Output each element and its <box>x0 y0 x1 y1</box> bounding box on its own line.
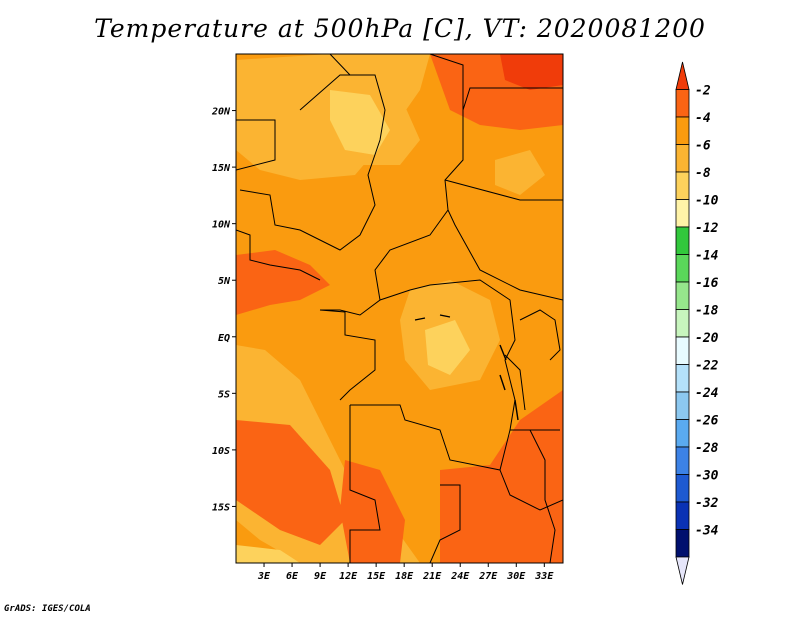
fill-minus10-minus8 <box>425 320 470 375</box>
colorbar-box <box>675 199 690 228</box>
colorbar-label: -2 <box>695 84 711 99</box>
lat-tick-label: 10S <box>212 446 230 457</box>
colorbar-labels: -2 -4 -6 -8 -10 -12 -14 -16 -18 -20 -22 -24 -26 -28 -3… <box>695 84 719 539</box>
country-borders <box>236 54 563 563</box>
lon-tick-label: 30E <box>506 571 526 582</box>
map-frame <box>235 53 564 564</box>
colorbar-label: -28 <box>695 441 719 456</box>
colorbar-label: -22 <box>695 359 719 374</box>
colorbar-label: -32 <box>695 496 719 511</box>
colorbar-label: -8 <box>695 166 711 181</box>
lon-tick-label: 21E <box>422 571 442 582</box>
lat-tick-label: 10N <box>212 220 231 231</box>
colorbar-label: -4 <box>695 111 711 126</box>
lat-tick-label: 5N <box>218 276 231 287</box>
colorbar-box <box>675 226 690 255</box>
colorbar-box <box>675 144 690 173</box>
fill-minus8-minus6 <box>495 150 545 195</box>
colorbar-label: -18 <box>695 304 719 319</box>
contour-fills <box>236 54 563 563</box>
lon-tick-label: 15E <box>367 571 386 582</box>
lat-tick-label: 15S <box>212 502 230 513</box>
colorbar-box <box>675 254 690 283</box>
fill-minus4-minus2 <box>340 460 405 563</box>
colorbar-box <box>675 116 690 145</box>
colorbar-bottom-arrow <box>675 556 690 585</box>
lon-tick-label: 27E <box>478 571 498 582</box>
lat-tick-label: 5S <box>218 389 230 400</box>
lat-tick-label: 15N <box>212 163 231 174</box>
lon-axis: 3E 6E 9E 12E 15E 18E 21E 24E 27E 30E 33E <box>257 563 554 582</box>
fill-minus4-minus2 <box>440 390 563 563</box>
colorbar-box <box>675 89 690 118</box>
lon-tick-label: 3E <box>257 571 271 582</box>
lakes <box>414 314 519 421</box>
lon-tick-label: 33E <box>534 571 554 582</box>
colorbar-label: -34 <box>695 524 719 539</box>
colorbar-label: -26 <box>695 414 719 429</box>
colorbar-box <box>675 529 690 558</box>
fill-minus4-minus2 <box>236 420 345 545</box>
map-title: Temperature at 500hPa [C], VT: 202008120… <box>94 14 706 43</box>
colorbar-label: -10 <box>695 194 719 209</box>
lon-tick-label: 12E <box>339 571 358 582</box>
lat-tick-label: EQ <box>218 333 230 344</box>
colorbar-label: -24 <box>695 386 719 401</box>
colorbar-label: -30 <box>695 469 719 484</box>
colorbar-box <box>675 419 690 448</box>
lat-tick-label: 20N <box>211 107 231 118</box>
colorbar-top-arrow <box>675 61 690 90</box>
fill-gt-minus2 <box>500 54 563 90</box>
colorbar-boxes <box>675 61 690 585</box>
fill-minus10-minus8 <box>330 90 390 155</box>
fill-minus10-minus8 <box>236 545 300 563</box>
colorbar-label: -12 <box>695 221 719 236</box>
fill-minus4-minus2 <box>236 250 330 315</box>
colorbar-box <box>675 501 690 530</box>
colorbar-box <box>675 446 690 475</box>
lon-tick-label: 24E <box>450 571 470 582</box>
colorbar-box <box>675 391 690 420</box>
colorbar-box <box>675 474 690 503</box>
colorbar-label: -20 <box>695 331 719 346</box>
colorbar-box <box>675 364 690 393</box>
lon-tick-label: 18E <box>395 571 414 582</box>
colorbar-box <box>675 171 690 200</box>
colorbar-box <box>675 336 690 365</box>
lon-tick-label: 6E <box>286 571 299 582</box>
colorbar-box <box>675 309 690 338</box>
colorbar-label: -6 <box>695 139 711 154</box>
colorbar-label: -16 <box>695 276 719 291</box>
lon-tick-label: 9E <box>314 571 327 582</box>
lat-axis: 20N 15N 10N 5N EQ 5S 10S 15S <box>211 107 236 513</box>
colorbar-box <box>675 281 690 310</box>
grads-credit: GrADS: IGES/COLA <box>4 604 91 614</box>
colorbar-label: -14 <box>695 249 719 264</box>
